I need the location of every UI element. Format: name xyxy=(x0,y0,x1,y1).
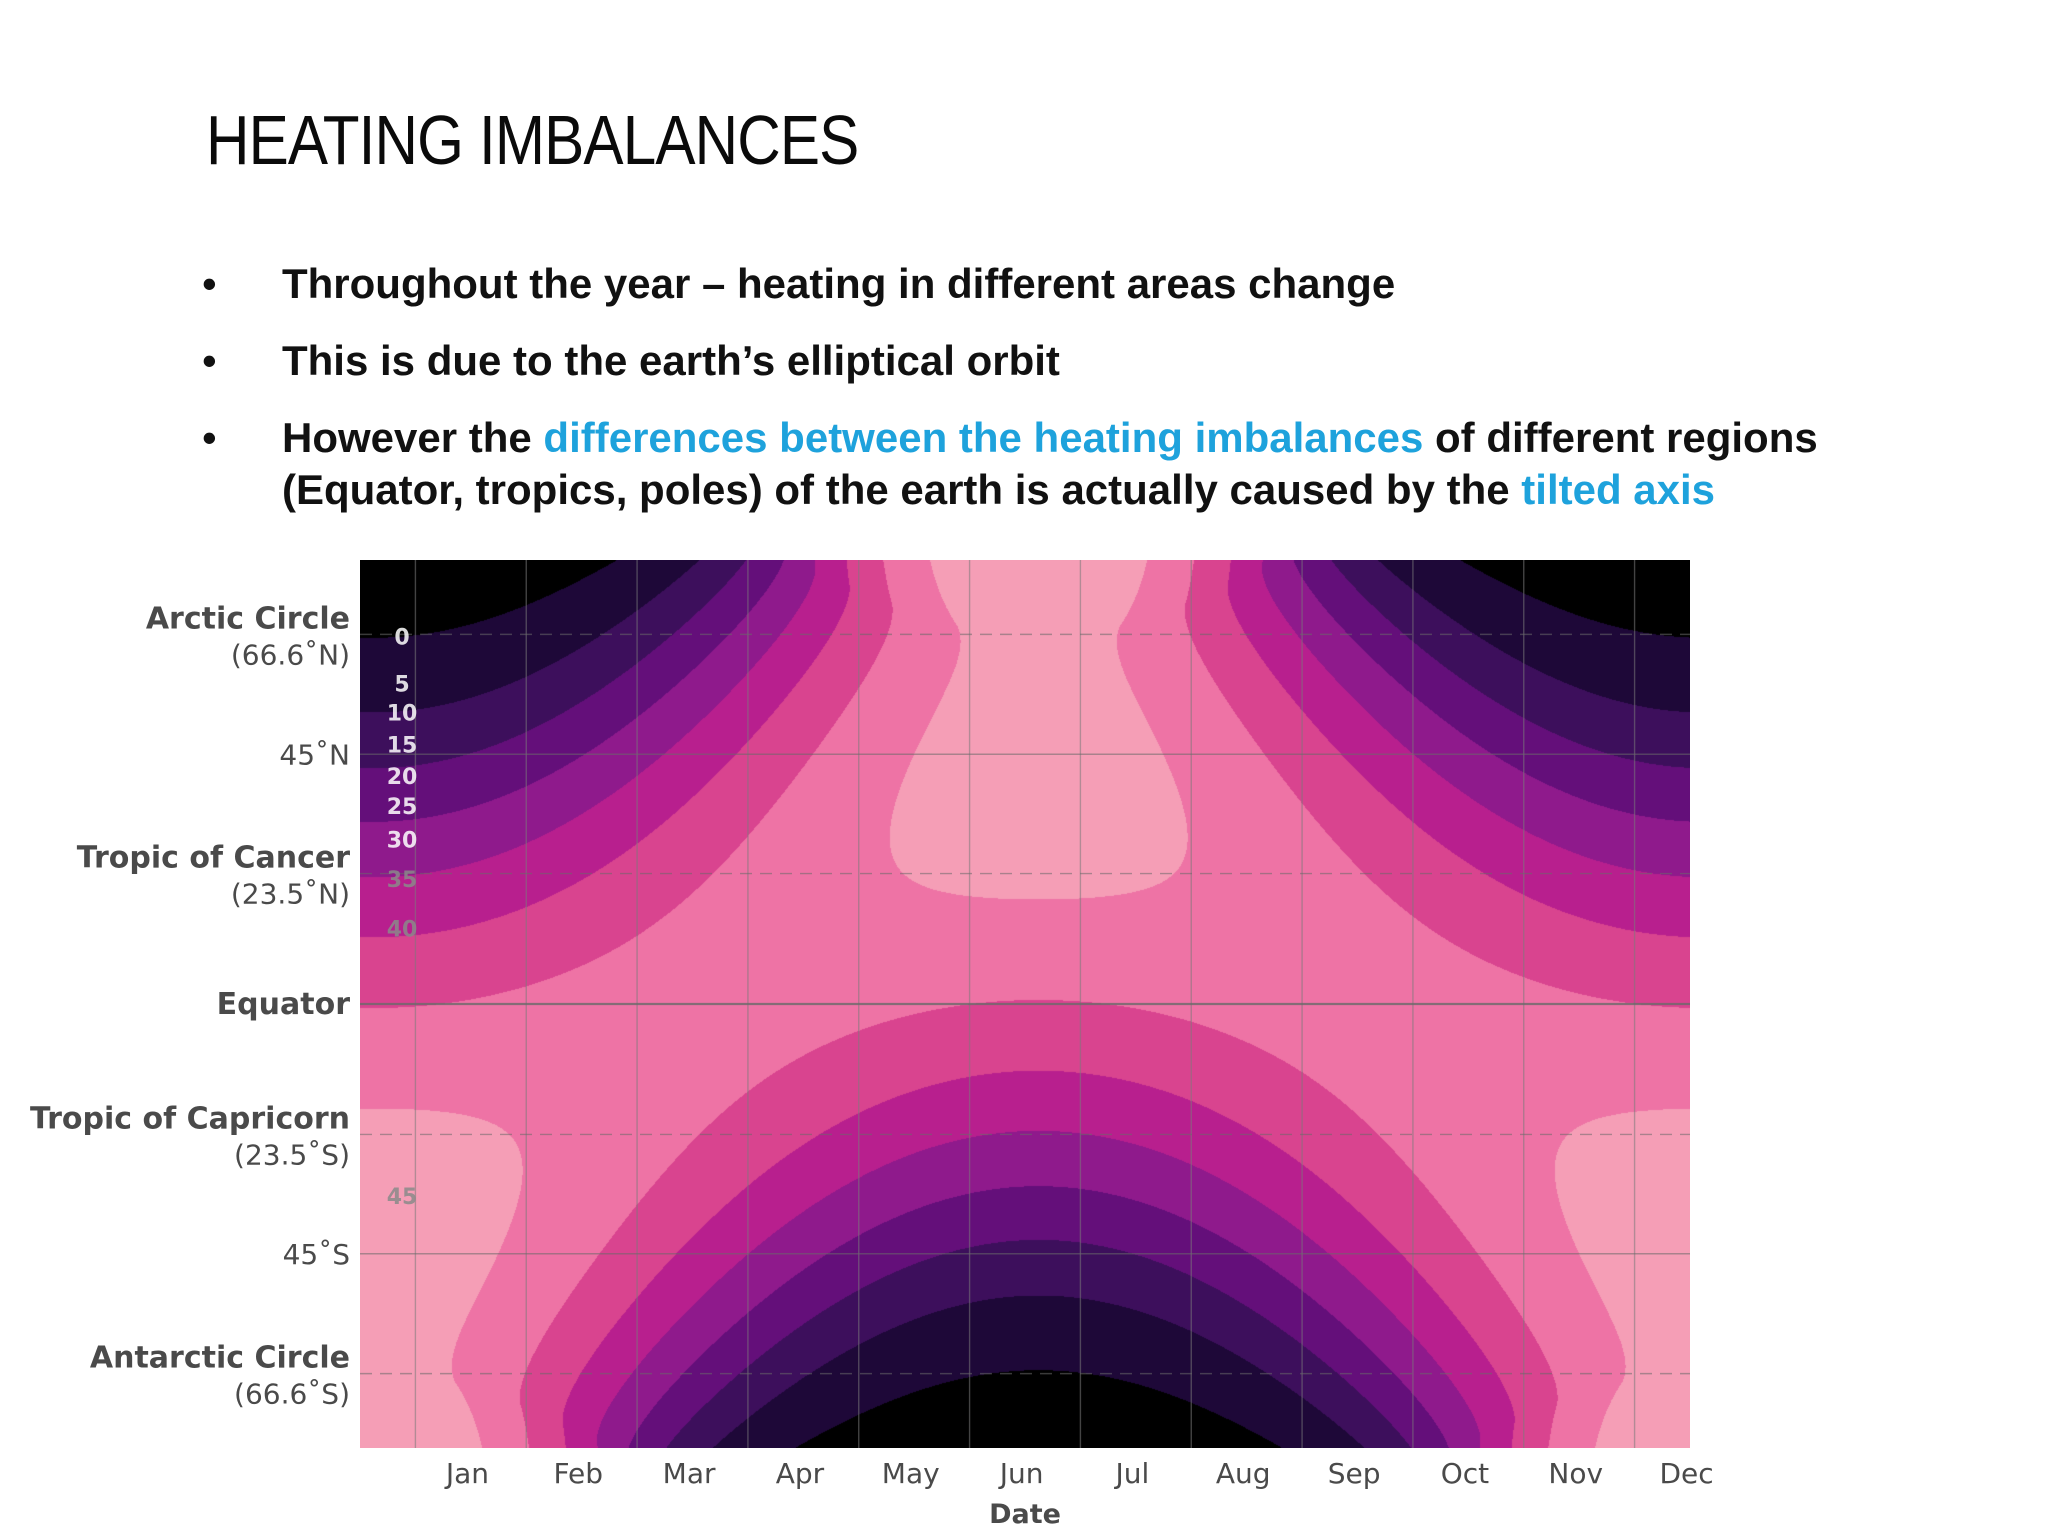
contour-label: 45 xyxy=(387,1185,418,1210)
contour-label: 5 xyxy=(394,672,409,697)
contour-label: 40 xyxy=(387,918,418,943)
month-label: Nov xyxy=(1548,1457,1603,1490)
bullet-item: • However the differences between the hea… xyxy=(200,412,1820,516)
latitude-sublabel: (23.5˚N) xyxy=(231,878,350,911)
latitude-label: Antarctic Circle xyxy=(90,1341,350,1376)
highlighted-text: tilted axis xyxy=(1521,466,1716,513)
bullet-text: Throughout the year – heating in differe… xyxy=(282,260,1396,307)
contour-label: 15 xyxy=(387,734,418,759)
bullet-text: However the xyxy=(282,414,544,461)
month-label: Jul xyxy=(1114,1457,1150,1490)
bullet-symbol: • xyxy=(202,414,217,461)
bullet-item: • This is due to the earth’s elliptical o… xyxy=(200,335,1820,387)
grid-lines xyxy=(360,560,1690,1448)
month-label: Jan xyxy=(444,1457,489,1490)
month-label: Aug xyxy=(1216,1457,1271,1490)
bullet-text: of different regions (Equator, tropics, … xyxy=(282,414,1818,513)
bullet-item: • Throughout the year – heating in differ… xyxy=(200,258,1820,310)
contour-label: 20 xyxy=(387,765,418,790)
latitude-label: Tropic of Capricorn xyxy=(30,1101,350,1136)
insolation-chart: 0 5 10 15 20 25 30 35 40 45 Arctic Circle(66.6˚N)… xyxy=(30,560,1714,1530)
contour-labels: 0 5 10 15 20 25 30 35 40 45 xyxy=(387,625,418,1209)
latitude-label: Arctic Circle xyxy=(146,601,350,636)
bullet-symbol: • xyxy=(202,260,217,307)
month-label: May xyxy=(882,1457,940,1490)
contour-label: 25 xyxy=(387,795,418,820)
x-axis-label: Date xyxy=(989,1499,1061,1530)
latitude-label: Equator xyxy=(217,987,351,1022)
contour-label: 35 xyxy=(387,868,418,893)
latitude-label: 45˚N xyxy=(279,738,350,771)
contour-label: 0 xyxy=(394,625,409,650)
bullet-text: This is due to the earth’s elliptical or… xyxy=(282,337,1060,384)
latitude-label: 45˚S xyxy=(283,1238,350,1271)
bullet-symbol: • xyxy=(202,337,217,384)
slide-title: HEATING IMBALANCES xyxy=(206,101,859,179)
latitude-sublabel: (66.6˚S) xyxy=(234,1378,350,1411)
month-label: Apr xyxy=(776,1457,825,1490)
month-labels: Jan Feb Mar Apr May Jun Jul Aug Sep Oct Nov Dec xyxy=(444,1457,1714,1490)
month-label: Oct xyxy=(1441,1457,1489,1490)
latitude-labels: Arctic Circle(66.6˚N) 45˚N Tropic of Cance… xyxy=(30,601,350,1410)
contour-label: 30 xyxy=(387,829,418,854)
highlighted-text: differences between the heating imbalanc… xyxy=(543,414,1424,461)
latitude-sublabel: (23.5˚S) xyxy=(234,1138,350,1171)
bullet-list: • Throughout the year – heating in differ… xyxy=(200,258,1820,541)
latitude-sublabel: (66.6˚N) xyxy=(231,638,350,671)
contour-label: 10 xyxy=(387,702,418,727)
month-label: Dec xyxy=(1659,1457,1713,1490)
month-label: Mar xyxy=(663,1457,716,1490)
month-label: Feb xyxy=(553,1457,603,1490)
latitude-label: Tropic of Cancer xyxy=(77,841,350,876)
month-label: Sep xyxy=(1328,1457,1381,1490)
month-label: Jun xyxy=(998,1457,1044,1490)
